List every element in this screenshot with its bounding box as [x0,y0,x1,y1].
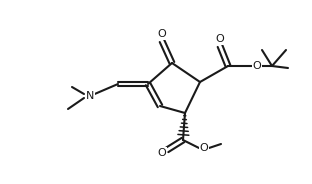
Text: N: N [86,91,94,101]
Text: O: O [200,143,208,153]
Text: O: O [216,34,224,44]
Text: O: O [158,148,166,158]
Text: O: O [158,29,166,39]
Text: O: O [253,61,261,71]
